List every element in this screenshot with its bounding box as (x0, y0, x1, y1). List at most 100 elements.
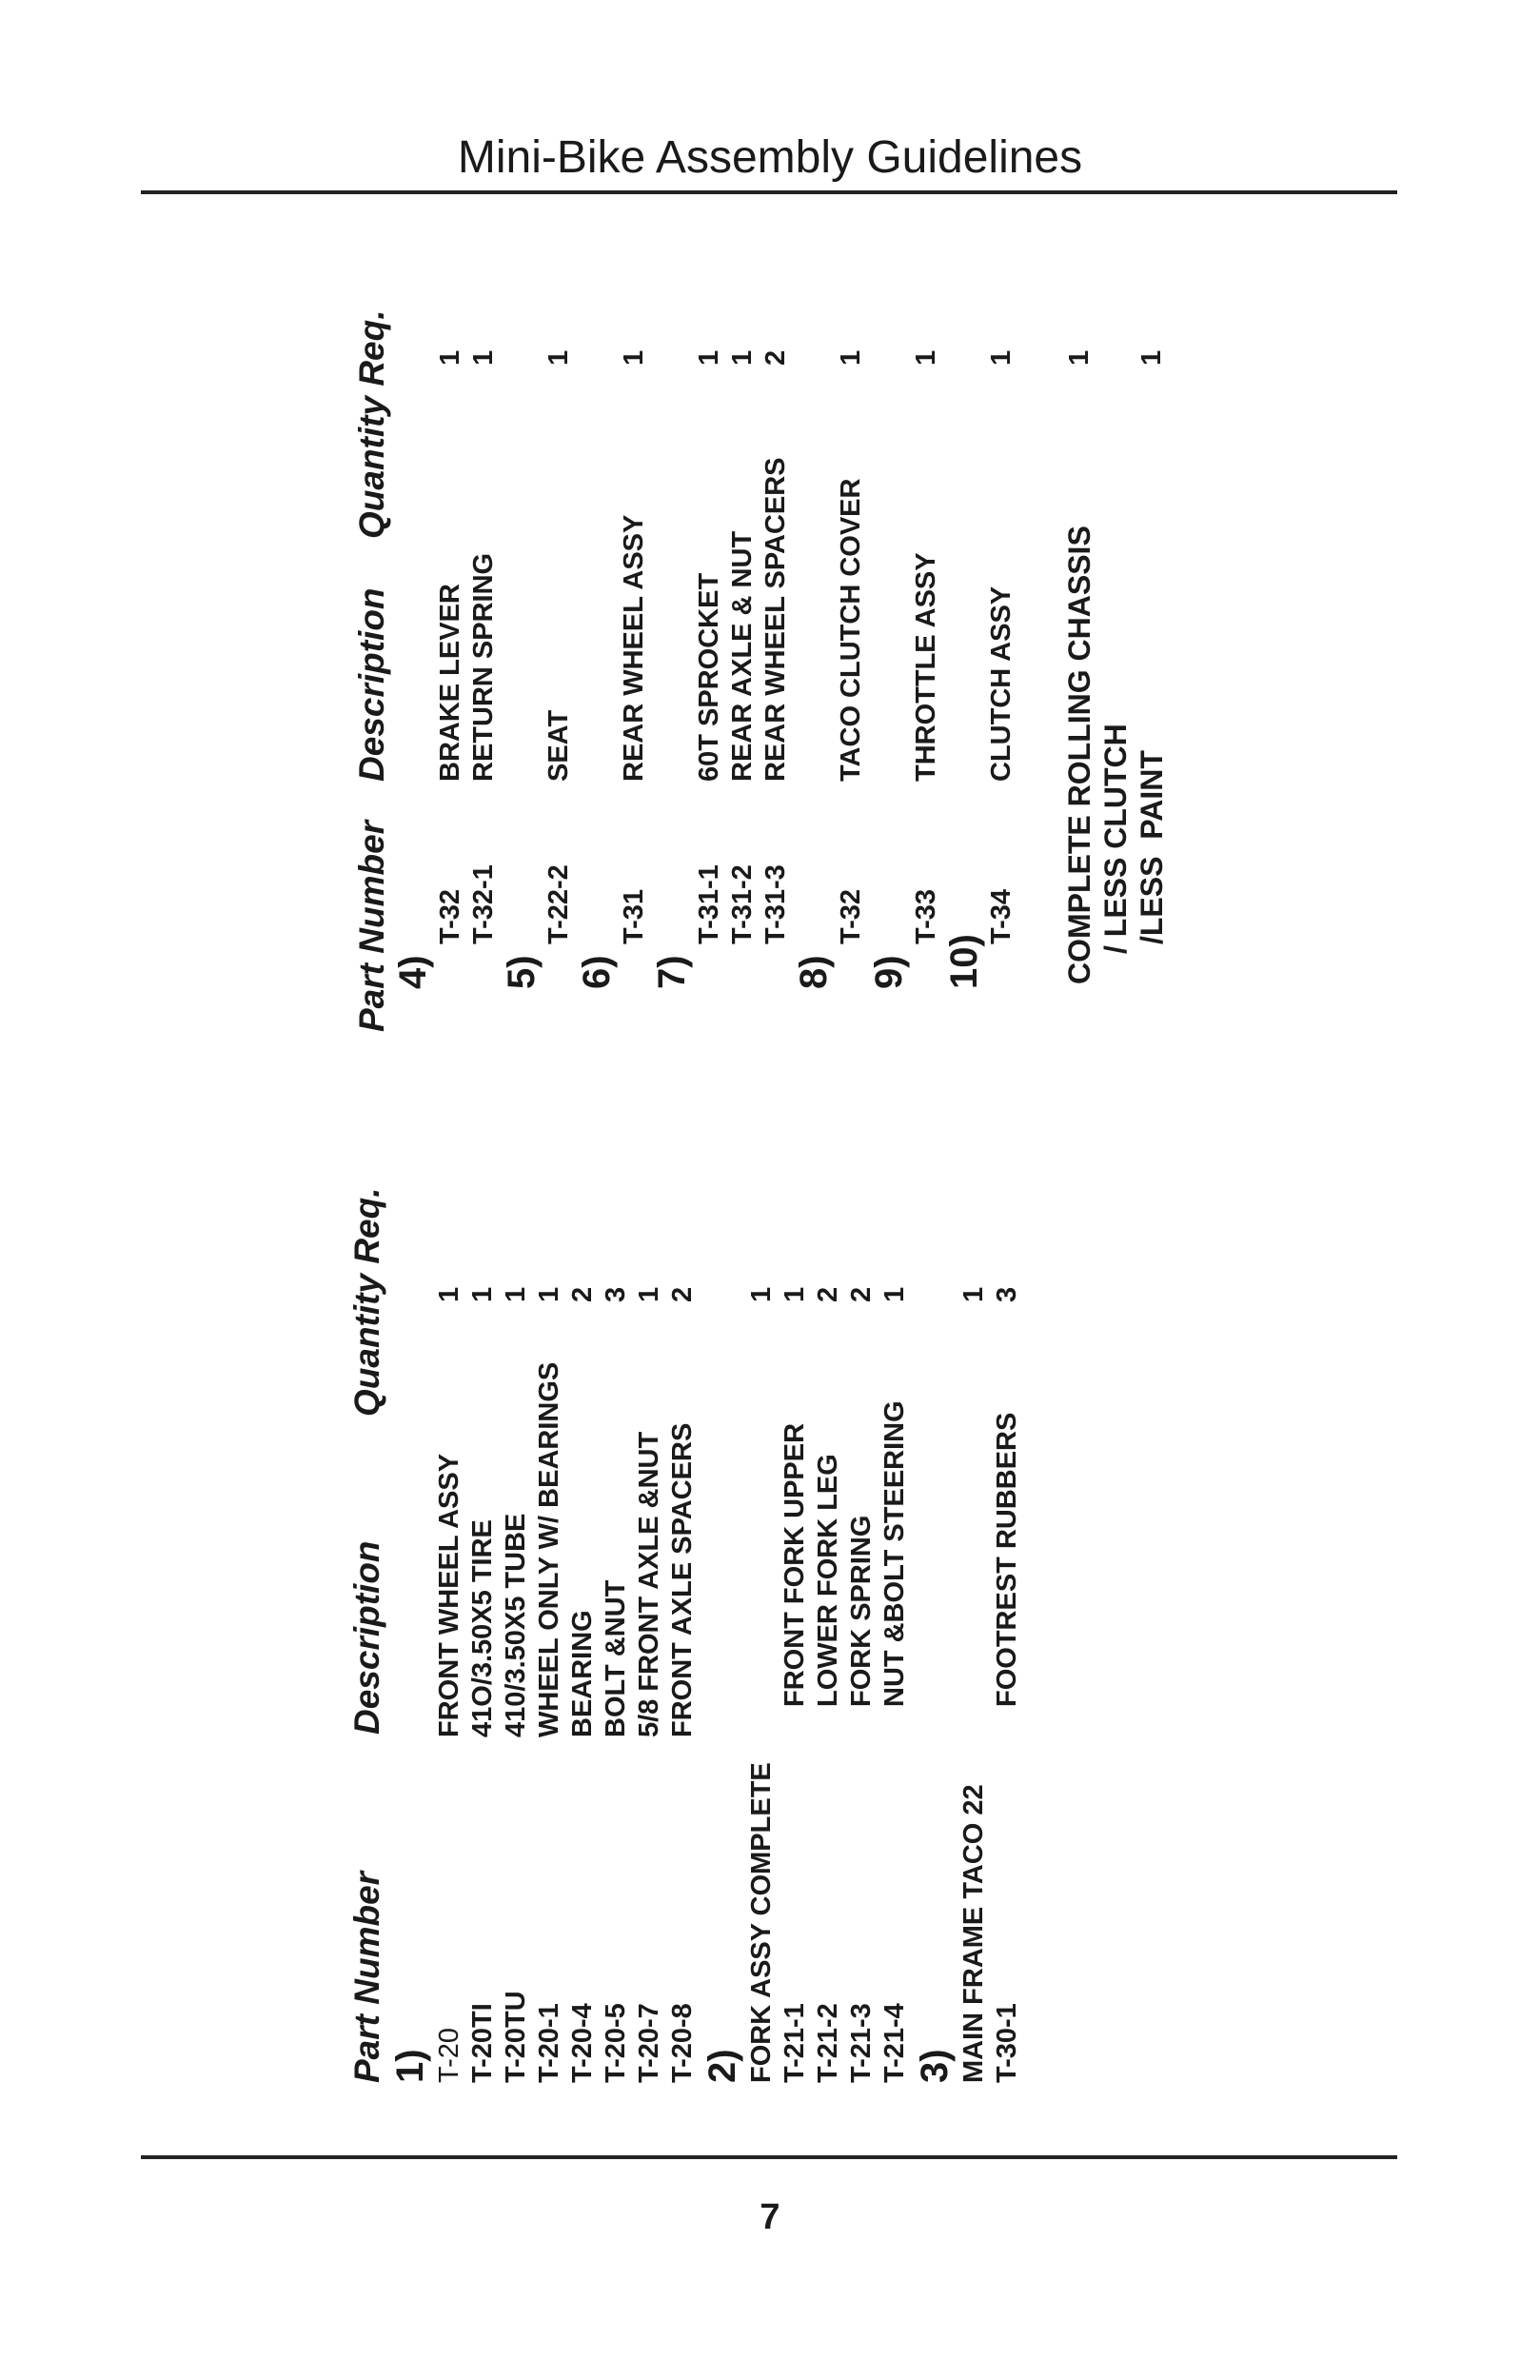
description: RETURN SPRING (468, 552, 499, 782)
part-number: T-21-3 (846, 2003, 877, 2083)
part-number-header: Part Number (347, 1871, 386, 2083)
description: 5/8 FRONT AXLE &NUT (634, 1431, 664, 1737)
quantity: 3 (601, 1286, 631, 1302)
description: BEARING (567, 1610, 598, 1737)
section-number: 2) (700, 1131, 745, 2083)
description: REAR AXLE & NUT (727, 530, 758, 782)
description: FORK SPRING (846, 1515, 877, 1707)
quantity: 1 (958, 1286, 989, 1302)
complete-assembly-text: COMPLETE ROLLING CHASSIS (1062, 526, 1096, 984)
section-label: 9) (868, 955, 910, 989)
quantity: 1 (434, 1286, 464, 1302)
table-row: T-22-2 SEAT 1 (543, 251, 576, 1032)
table-row: T-20-5 BOLT &NUT 3 (600, 1131, 633, 2083)
section-label: 8) (793, 955, 835, 989)
assembly-heading: FORK ASSY COMPLETE (746, 1762, 777, 2083)
part-number: T-32 (836, 888, 866, 944)
assembly-heading: MAIN FRAME TACO 22 (958, 1784, 989, 2083)
part-number: T-20-5 (601, 2003, 631, 2083)
description: WHEEL ONLY W/ BEARINGS (534, 1361, 564, 1737)
table-row: T-20-1 WHEEL ONLY W/ BEARINGS 1 (533, 1131, 566, 2083)
quantity: 1 (1064, 349, 1095, 366)
description: FRONT AXLE SPACERS (667, 1422, 698, 1737)
section-label: 4) (392, 955, 434, 989)
table-row: FORK ASSY COMPLETE 1 (745, 1131, 779, 2083)
description: 41O/3.50X5 TIRE (467, 1519, 498, 1737)
page-number: 7 (760, 2197, 780, 2237)
description: BOLT &NUT (601, 1579, 631, 1737)
table-row: T-20-8 FRONT AXLE SPACERS 2 (666, 1131, 700, 2083)
part-number: T-31-2 (727, 864, 758, 944)
section-label: 6) (576, 955, 618, 989)
section-number: 8) (793, 251, 835, 1032)
part-number: T-21-2 (813, 2003, 843, 2083)
table-row: T-21-1 FRONT FORK UPPER 1 (779, 1131, 812, 2083)
table-row: T-20-4 BEARING 2 (566, 1131, 600, 2083)
table-row: T-31-1 60T SPROCKET 1 (693, 251, 726, 1032)
quantity: 2 (760, 349, 791, 366)
description: LOWER FORK LEG (813, 1454, 843, 1707)
table-row: T-20 FRONT WHEEL ASSY 1 (433, 1131, 466, 2083)
section-number: 10) (943, 251, 985, 1032)
section-number: 1) (387, 1131, 433, 2083)
part-number: T-21-1 (780, 2003, 810, 2083)
quantity: 1 (468, 349, 499, 366)
quantity: 1 (1136, 349, 1167, 366)
section-number: 4) (392, 251, 434, 1032)
description: THROTTLE ASSY (911, 552, 941, 782)
part-number: T-31-1 (694, 864, 724, 944)
description: 410/3.50X5 TUBE (501, 1513, 531, 1737)
section-number: 6) (576, 251, 618, 1032)
table-header: Part Number Description Quantity Req. (347, 1131, 387, 2083)
table-row: T-20-7 5/8 FRONT AXLE &NUT 1 (633, 1131, 666, 2083)
table-row: T-21-3 FORK SPRING 2 (845, 1131, 879, 2083)
description: TACO CLUTCH COVER (836, 478, 866, 782)
section-number: 7) (651, 251, 693, 1032)
quantity: 3 (992, 1286, 1022, 1302)
table-row: T-31-3 REAR WHEEL SPACERS 2 (760, 251, 793, 1032)
quantity: 1 (619, 349, 649, 366)
part-number: T-32-1 (468, 864, 499, 944)
complete-assembly-line: COMPLETE ROLLING CHASSIS 1 (1061, 251, 1097, 1032)
table-row: T-33 THROTTLE ASSY 1 (910, 251, 943, 1032)
part-number: T-31 (619, 888, 649, 944)
table-row: T-21-2 LOWER FORK LEG 2 (812, 1131, 845, 2083)
spacer (1018, 251, 1061, 1032)
bottom-divider (141, 2155, 1397, 2159)
quantity: 1 (435, 349, 465, 366)
table-row: T-20TU 410/3.50X5 TUBE 1 (500, 1131, 533, 2083)
description: REAR WHEEL SPACERS (760, 457, 791, 782)
quantity: 1 (879, 1286, 910, 1302)
part-number: T-22-2 (543, 864, 574, 944)
table-row: T-31-2 REAR AXLE & NUT 1 (726, 251, 760, 1032)
section-number: 9) (868, 251, 910, 1032)
description: FRONT WHEEL ASSY (434, 1453, 464, 1737)
part-number: T-20-7 (634, 2003, 664, 2083)
description: FRONT FORK UPPER (780, 1422, 810, 1707)
part-number: T-20-4 (567, 2003, 598, 2083)
table-row: T-34 CLUTCH ASSY 1 (985, 251, 1018, 1032)
quantity: 1 (727, 349, 758, 366)
description: SEAT (543, 709, 574, 782)
table-row: T-32-1 RETURN SPRING 1 (467, 251, 501, 1032)
section-label: 2) (701, 2049, 743, 2083)
section-label: 5) (501, 955, 543, 989)
complete-assembly-line: /LESS PAINT 1 (1134, 251, 1170, 1032)
quantity: 1 (911, 349, 941, 366)
part-number: T-31-3 (760, 864, 791, 944)
part-number-header: Part Number (352, 820, 391, 1032)
quantity-header: Quantity Req. (347, 1187, 386, 1417)
quantity-header: Quantity Req. (352, 309, 391, 539)
part-number: T-32 (435, 888, 465, 944)
description-header: Description (352, 587, 391, 782)
part-number: T-21-4 (879, 2003, 910, 2083)
quantity: 2 (846, 1286, 877, 1302)
section-number: 3) (912, 1131, 958, 2083)
parts-table-right: Part Number Description Quantity Req. 4) T-3… (352, 251, 1170, 1032)
part-number: T-30-1 (992, 2003, 1022, 2083)
section-label: 1) (389, 2049, 431, 2083)
quantity: 1 (634, 1286, 664, 1302)
quantity: 1 (534, 1286, 564, 1302)
table-row: MAIN FRAME TACO 22 1 (958, 1131, 991, 2083)
complete-assembly-text: /LESS PAINT (1135, 750, 1169, 944)
